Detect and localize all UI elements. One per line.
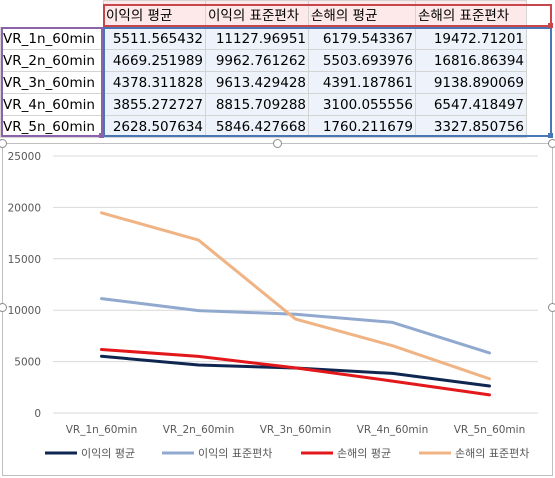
value-cell[interactable]: 3100.055556	[308, 93, 416, 116]
x-tick-label: VR_2n_60min	[163, 424, 234, 436]
series-line	[100, 211, 491, 381]
x-axis-tick-labels: VR_1n_60min VR_2n_60min VR_3n_60min VR_4n_6…	[66, 424, 525, 436]
table-row: VR_2n_60min 4669.251989 9962.761262 5503…	[0, 49, 527, 72]
x-tick-label: VR_5n_60min	[454, 424, 525, 436]
series-lines	[100, 211, 491, 397]
series-name-range-resize-handle[interactable]	[548, 23, 553, 28]
x-tick-label: VR_1n_60min	[66, 424, 137, 436]
value-cell[interactable]: 2628.507634	[103, 115, 206, 138]
y-tick-label: 20000	[8, 202, 41, 214]
gridlines	[53, 155, 538, 414]
value-cell[interactable]: 9138.890069	[415, 71, 527, 94]
value-cell[interactable]: 4669.251989	[103, 49, 206, 72]
row-label-cell[interactable]: VR_5n_60min	[0, 115, 104, 138]
value-cell[interactable]: 8815.709288	[205, 93, 309, 116]
y-axis-tick-labels: 0 5000 10000 15000 20000 25000	[8, 151, 41, 420]
value-cell[interactable]: 9962.761262	[205, 49, 309, 72]
value-cell[interactable]: 11127.96951	[205, 27, 309, 50]
series-line	[100, 348, 491, 397]
value-cell[interactable]: 19472.71201	[415, 27, 527, 50]
value-cell[interactable]: 4378.311828	[103, 71, 206, 94]
header-cell[interactable]: 손해의 평균	[308, 0, 416, 28]
chart-resize-handle-top-left[interactable]	[0, 139, 7, 148]
header-cell[interactable]: 이익의 표준편차	[205, 0, 309, 28]
chart-resize-handle-right[interactable]	[548, 303, 555, 312]
y-tick-label: 0	[34, 408, 41, 420]
row-label-cell[interactable]: VR_1n_60min	[0, 27, 104, 50]
chart-resize-handle-left[interactable]	[0, 303, 7, 312]
value-cell[interactable]: 3327.850756	[415, 115, 527, 138]
value-cell[interactable]: 1760.211679	[308, 115, 416, 138]
value-cell[interactable]: 9613.429428	[205, 71, 309, 94]
value-cell[interactable]: 16816.86394	[415, 49, 527, 72]
table-row: VR_1n_60min 5511.565432 11127.96951 6179…	[0, 27, 527, 50]
value-cell[interactable]: 6547.418497	[415, 93, 527, 116]
value-cell[interactable]: 5503.693976	[308, 49, 416, 72]
x-tick-label: VR_4n_60min	[357, 424, 428, 436]
value-cell[interactable]: 4391.187861	[308, 71, 416, 94]
legend-label: 이익의 표준편차	[198, 447, 272, 460]
value-cell[interactable]: 5511.565432	[103, 27, 206, 50]
row-label-cell[interactable]: VR_2n_60min	[0, 49, 104, 72]
value-cell[interactable]: 5846.427668	[205, 115, 309, 138]
value-cell[interactable]: 3855.272727	[103, 93, 206, 116]
values-range-resize-handle[interactable]	[548, 133, 553, 138]
series-line	[100, 354, 491, 388]
x-tick-label: VR_3n_60min	[260, 424, 331, 436]
y-tick-label: 25000	[8, 151, 41, 163]
legend-label: 이익의 평균	[81, 447, 135, 460]
header-row: 이익의 평균 이익의 표준편차 손해의 평균 손해의 표준편차	[0, 0, 527, 28]
y-tick-label: 15000	[8, 254, 41, 266]
y-tick-label: 5000	[14, 357, 41, 369]
legend-label: 손해의 표준편차	[455, 446, 529, 460]
table-row: VR_5n_60min 2628.507634 5846.427668 1760…	[0, 115, 527, 138]
legend[interactable]: 이익의 평균 이익의 표준편차 손해의 평균 손해의 표준편차	[45, 446, 529, 460]
header-cell[interactable]: 손해의 표준편차	[415, 0, 527, 28]
chart-resize-handle-top[interactable]	[273, 139, 282, 148]
category-range-resize-handle[interactable]	[99, 133, 104, 138]
line-chart[interactable]: 0 5000 10000 15000 20000 25000 VR_1n_60min VR_…	[2, 143, 553, 476]
value-cell[interactable]: 6179.543367	[308, 27, 416, 50]
row-label-cell[interactable]: VR_4n_60min	[0, 93, 104, 116]
table-row: VR_4n_60min 3855.272727 8815.709288 3100…	[0, 93, 527, 116]
header-cell[interactable]: 이익의 평균	[103, 0, 206, 28]
row-label-cell[interactable]: VR_3n_60min	[0, 71, 104, 94]
data-table: 이익의 평균 이익의 표준편차 손해의 평균 손해의 표준편차 VR_1n_60…	[0, 0, 527, 138]
legend-label: 손해의 평균	[337, 446, 391, 460]
corner-cell[interactable]	[0, 0, 104, 28]
series-line	[100, 297, 491, 355]
chart-resize-handle-top-right[interactable]	[548, 139, 555, 148]
y-tick-label: 10000	[8, 305, 41, 317]
table-row: VR_3n_60min 4378.311828 9613.429428 4391…	[0, 71, 527, 94]
